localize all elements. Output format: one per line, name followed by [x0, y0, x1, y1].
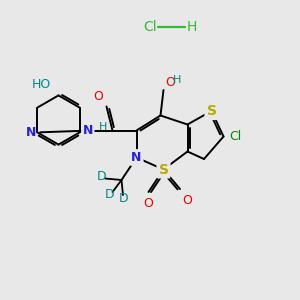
Text: N: N [131, 151, 142, 164]
Text: Cl: Cl [230, 130, 242, 143]
Text: H: H [187, 20, 197, 34]
Text: N: N [26, 126, 36, 139]
Text: D: D [97, 170, 107, 184]
Text: S: S [158, 163, 169, 176]
Text: HO: HO [32, 78, 51, 91]
Text: O: O [94, 91, 103, 103]
Text: N: N [82, 124, 93, 137]
Text: O: O [182, 194, 192, 207]
Text: S: S [206, 104, 217, 118]
Text: D: D [105, 188, 114, 202]
Text: H: H [99, 122, 107, 133]
Text: Cl: Cl [143, 20, 157, 34]
Text: D: D [119, 191, 129, 205]
Text: O: O [165, 76, 175, 88]
Text: H: H [173, 75, 182, 85]
Text: O: O [144, 197, 153, 210]
